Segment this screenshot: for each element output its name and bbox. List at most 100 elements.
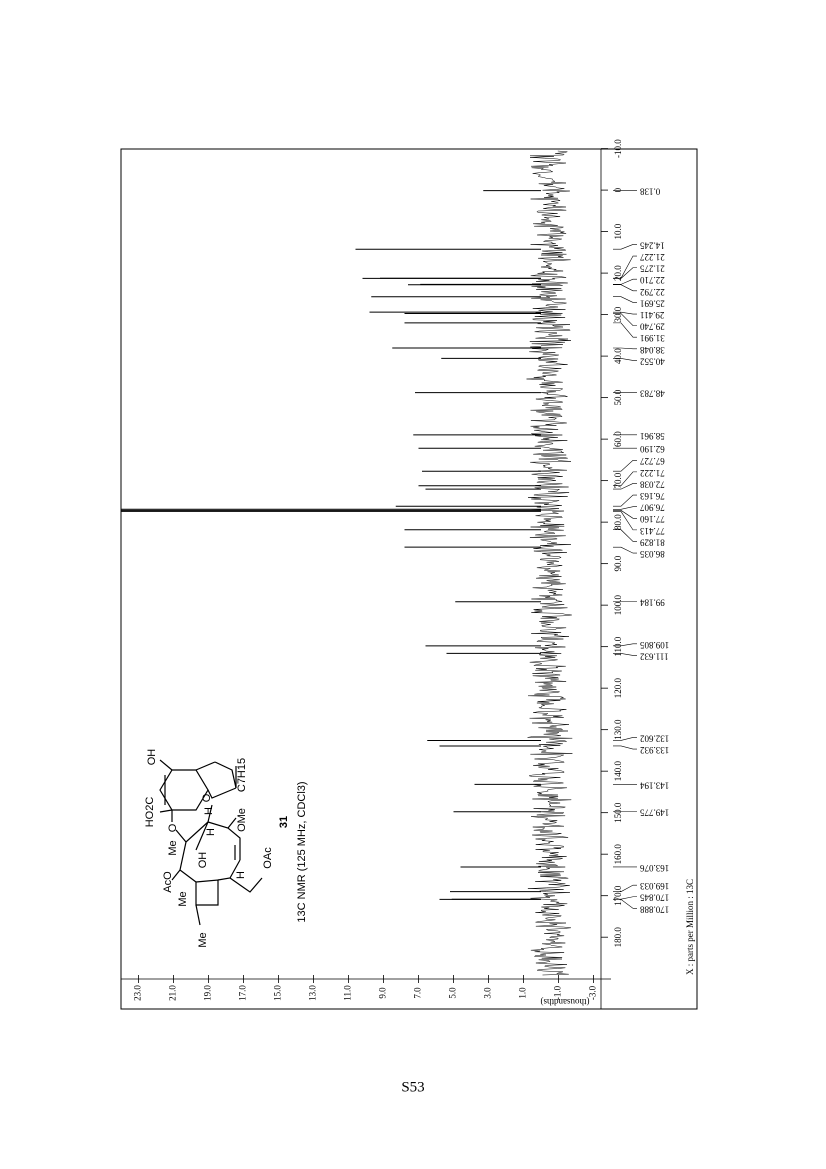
peak-label: 77.413 — [640, 526, 665, 536]
atom-label: OMe — [236, 808, 248, 832]
x-tick-label: 110.0 — [613, 636, 623, 656]
peak-label: 67.727 — [640, 456, 665, 466]
peak-label-leader — [613, 494, 637, 507]
x-tick-label: 20.0 — [613, 265, 623, 281]
peak-label: 29.411 — [640, 310, 664, 320]
peak-label: 58.961 — [640, 431, 665, 441]
bond — [175, 804, 213, 843]
peak-label: 149.775 — [640, 808, 670, 818]
x-tick-label: 60.0 — [613, 431, 623, 447]
x-tick-label: 160.0 — [613, 844, 623, 865]
peak-label-leader — [613, 483, 637, 490]
bond — [207, 821, 241, 860]
page-number: S53 — [401, 1079, 424, 1095]
bond — [171, 869, 181, 881]
x-tick-label: 170.0 — [613, 885, 623, 906]
peak-label: 143.194 — [640, 780, 670, 790]
peak-label-leader — [613, 546, 637, 554]
y-tick-label: 1.0 — [518, 987, 528, 999]
atom-label: Me — [177, 891, 189, 906]
atom-label: H — [205, 828, 217, 836]
x-tick-label: 0 — [613, 187, 623, 192]
y-tick-label: 21.0 — [168, 985, 178, 1001]
peak-label: 21.275 — [640, 264, 665, 274]
peak-label: 0.138 — [640, 187, 661, 197]
peak-label: 81.829 — [640, 537, 665, 547]
structure: OH HO2C O Me AcO Me Me OH H O H OMe H OA… — [144, 749, 308, 948]
peak-label: 22.792 — [640, 287, 665, 297]
peak-label: 111.632 — [640, 651, 669, 661]
bond — [195, 761, 216, 771]
y-tick-label: 17.0 — [238, 985, 248, 1001]
frame — [120, 148, 698, 1010]
baseline-noise — [526, 150, 573, 976]
peak-label-leader — [613, 255, 637, 279]
y-tick-label: 7.0 — [413, 987, 423, 999]
peak-label-leader — [613, 347, 637, 350]
peak-label: 170.845 — [640, 893, 670, 903]
peak-label: 86.035 — [640, 549, 665, 559]
peak-label: 21.227 — [640, 252, 665, 262]
x-axis-label: X : parts per Million : 13C — [685, 879, 695, 975]
y-tick-label: 9.0 — [378, 987, 388, 999]
peak-label: 99.184 — [640, 598, 665, 608]
peak-label-leader — [613, 653, 637, 656]
bond — [229, 877, 263, 893]
peak-label-leader — [613, 529, 637, 542]
y-tick-label: -3.0 — [588, 985, 598, 1000]
peak-label: 22.710 — [640, 275, 665, 285]
peak-label: 133.932 — [640, 745, 669, 755]
x-tick-label: -10.0 — [613, 139, 623, 158]
peak-label-leader — [613, 296, 637, 303]
x-tick-label: 80.0 — [613, 514, 623, 530]
x-tick-label: 90.0 — [613, 555, 623, 571]
atom-label: O — [201, 793, 213, 802]
peak-label-leader — [613, 278, 637, 285]
atom-label: OH — [197, 852, 209, 869]
spectrum-plot: X : parts per Million : 13C (thousandths… — [120, 139, 698, 1010]
spectrum-caption: 13C NMR (125 MHz, CDCl3) — [296, 781, 308, 922]
peak-label-leader — [613, 745, 637, 750]
compound-number: 31 — [278, 816, 290, 828]
atom-label: OH — [146, 749, 158, 766]
peak-label-leader — [613, 284, 637, 292]
y-tick-label: 11.0 — [343, 985, 353, 1001]
bond — [195, 904, 201, 926]
peak-label: 25.691 — [640, 298, 665, 308]
x-tick-label: 70.0 — [613, 472, 623, 488]
atom-label: Me — [167, 840, 179, 855]
peak-label: 169.033 — [640, 881, 670, 891]
peak-label: 48.783 — [640, 389, 665, 399]
peak-label: 29.740 — [640, 322, 665, 332]
x-tick-label: 180.0 — [613, 927, 623, 948]
peak-label: 38.048 — [640, 345, 665, 355]
x-tick-label: 10.0 — [613, 223, 623, 239]
atom-label: Me — [197, 932, 209, 947]
peak-label: 163.076 — [640, 863, 670, 873]
peak-label-leader — [613, 311, 637, 315]
peak-label: 14.245 — [640, 240, 665, 250]
y-tick-label: 19.0 — [203, 985, 213, 1001]
atom-label: H — [235, 871, 247, 879]
peak-label-leader — [613, 896, 637, 900]
bond — [214, 761, 237, 789]
x-tick-label: 120.0 — [613, 678, 623, 699]
y-tick-label: 5.0 — [448, 987, 458, 999]
y-axis-label: (thousandths) — [541, 997, 590, 1007]
y-tick-label: 3.0 — [483, 987, 493, 999]
bond — [159, 809, 173, 813]
peak-label-leader — [613, 459, 637, 472]
bond — [207, 787, 237, 799]
peak-label: 31.991 — [640, 333, 665, 343]
peak-label: 76.163 — [640, 491, 665, 501]
peak-label: 170.888 — [640, 904, 670, 914]
peak-label: 76.907 — [640, 503, 665, 513]
bond — [195, 821, 209, 851]
peak-label-leader — [613, 358, 637, 361]
x-tick-label: 140.0 — [613, 761, 623, 782]
x-tick-label: 50.0 — [613, 389, 623, 405]
peak-label: 77.160 — [640, 514, 665, 524]
peak-label-leader — [613, 506, 637, 510]
